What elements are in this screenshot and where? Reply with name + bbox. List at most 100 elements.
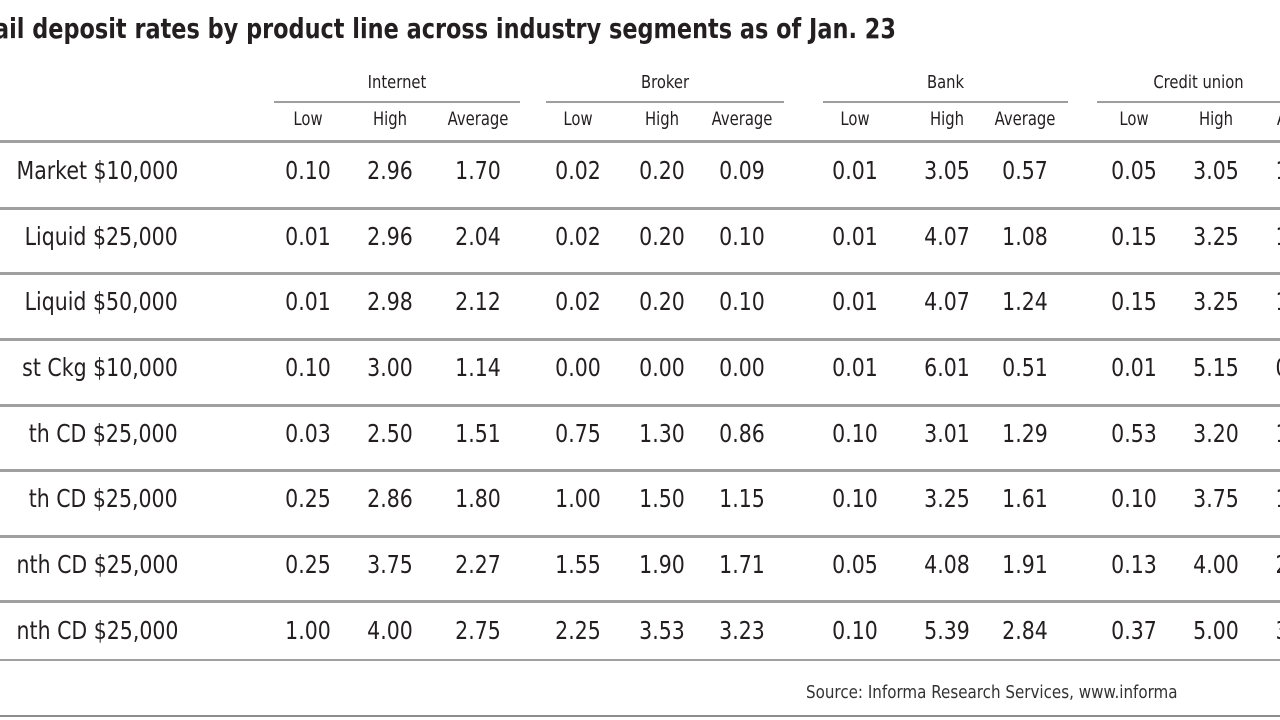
table-cell: 0.01 — [832, 287, 878, 316]
row-label: nth CD $25,000 — [16, 550, 178, 579]
table-cell: 2.27 — [455, 550, 501, 579]
table-cell: 1.91 — [1002, 550, 1048, 579]
table-cell: 0.25 — [285, 484, 331, 513]
table-cell: 0.09 — [719, 156, 765, 185]
table-cell: 4.07 — [924, 287, 970, 316]
table-cell: 0.86 — [719, 419, 765, 448]
table-cell: 0.02 — [555, 287, 601, 316]
table-cell: 2.84 — [1002, 616, 1048, 645]
table-cell: 1.71 — [719, 550, 765, 579]
row-divider — [0, 207, 1280, 210]
table-cell: 3.23 — [719, 616, 765, 645]
table-cell: 1.14 — [455, 353, 501, 382]
table-cell: 4.08 — [924, 550, 970, 579]
table-cell: 0.02 — [555, 156, 601, 185]
table-cell: 0.10 — [719, 287, 765, 316]
table-cell: 3.01 — [924, 419, 970, 448]
column-header: Average — [447, 108, 509, 130]
table-cell: 0.20 — [639, 287, 685, 316]
table-cell: 1.00 — [285, 616, 331, 645]
table-cell: 0.01 — [285, 222, 331, 251]
table-cell: 1 — [1275, 222, 1280, 251]
row-divider — [0, 535, 1280, 538]
row-label: th CD $25,000 — [29, 419, 178, 448]
table-cell: 0.10 — [285, 156, 331, 185]
table-cell: 0.03 — [285, 419, 331, 448]
table-cell: 3.20 — [1193, 419, 1239, 448]
table-cell: 3.25 — [1193, 287, 1239, 316]
column-header: A — [1277, 108, 1280, 130]
table-cell: 3.75 — [1193, 484, 1239, 513]
row-label: st Ckg $10,000 — [22, 353, 178, 382]
table-cell: 0.10 — [285, 353, 331, 382]
table-title: ail deposit rates by product line across… — [0, 12, 896, 45]
table-cell: 3.25 — [924, 484, 970, 513]
table-cell: 1.30 — [639, 419, 685, 448]
row-divider — [0, 600, 1280, 603]
table-cell: 5.00 — [1193, 616, 1239, 645]
table-cell: 0.05 — [832, 550, 878, 579]
table-cell: 0.15 — [1111, 287, 1157, 316]
table-cell: 1.15 — [719, 484, 765, 513]
table-cell: 0.00 — [719, 353, 765, 382]
table-cell: 0.57 — [1002, 156, 1048, 185]
table-cell: 0.00 — [555, 353, 601, 382]
column-header: Low — [840, 108, 870, 130]
group-underline — [274, 101, 520, 103]
table-cell: 1.08 — [1002, 222, 1048, 251]
group-header: Internet — [367, 72, 427, 93]
row-label: Market $10,000 — [16, 156, 178, 185]
column-header: High — [1198, 108, 1234, 130]
column-header: Average — [711, 108, 773, 130]
column-header: Low — [563, 108, 593, 130]
table-cell: 0.25 — [285, 550, 331, 579]
table-cell: 0.20 — [639, 156, 685, 185]
table-cell: 0.02 — [555, 222, 601, 251]
column-header: Low — [293, 108, 323, 130]
group-underline — [823, 101, 1068, 103]
table-cell: 2.12 — [455, 287, 501, 316]
table-cell: 3.75 — [367, 550, 413, 579]
table-cell: 1.51 — [455, 419, 501, 448]
table-cell: 1.24 — [1002, 287, 1048, 316]
group-header: Credit union — [1153, 72, 1244, 93]
column-header: Low — [1119, 108, 1149, 130]
table-cell: 2.86 — [367, 484, 413, 513]
table-cell: 0.51 — [1002, 353, 1048, 382]
table-cell: 3 — [1275, 616, 1280, 645]
table-cell: 0.20 — [639, 222, 685, 251]
table-cell: 0.10 — [1111, 484, 1157, 513]
table-cell: 0.75 — [555, 419, 601, 448]
table-cell: 0.01 — [832, 222, 878, 251]
table-cell: 0.01 — [1111, 353, 1157, 382]
table-cell: 0.00 — [639, 353, 685, 382]
row-divider — [0, 272, 1280, 275]
table-cell: 0.53 — [1111, 419, 1157, 448]
group-header: Bank — [926, 72, 965, 93]
table-cell: 5.15 — [1193, 353, 1239, 382]
table-cell: 1.00 — [555, 484, 601, 513]
row-divider — [0, 140, 1280, 143]
table-cell: 0.15 — [1111, 222, 1157, 251]
row-label: th CD $25,000 — [29, 484, 178, 513]
table-cell: 3.25 — [1193, 222, 1239, 251]
table-cell: 2.25 — [555, 616, 601, 645]
table-cell: 0.37 — [1111, 616, 1157, 645]
table-cell: 3.53 — [639, 616, 685, 645]
table-cell: 0 — [1275, 353, 1280, 382]
table-cell: 1.61 — [1002, 484, 1048, 513]
row-divider — [0, 659, 1280, 661]
table-cell: 0.05 — [1111, 156, 1157, 185]
group-underline — [546, 101, 784, 103]
table-cell: 0.10 — [832, 419, 878, 448]
table-cell: 5.39 — [924, 616, 970, 645]
table-cell: 2.98 — [367, 287, 413, 316]
table-cell: 0.10 — [832, 484, 878, 513]
group-underline — [1097, 101, 1280, 103]
table-cell: 2 — [1275, 550, 1280, 579]
row-divider — [0, 338, 1280, 341]
table-cell: 3.05 — [924, 156, 970, 185]
table-cell: 4.00 — [367, 616, 413, 645]
table-cell: 0.01 — [285, 287, 331, 316]
